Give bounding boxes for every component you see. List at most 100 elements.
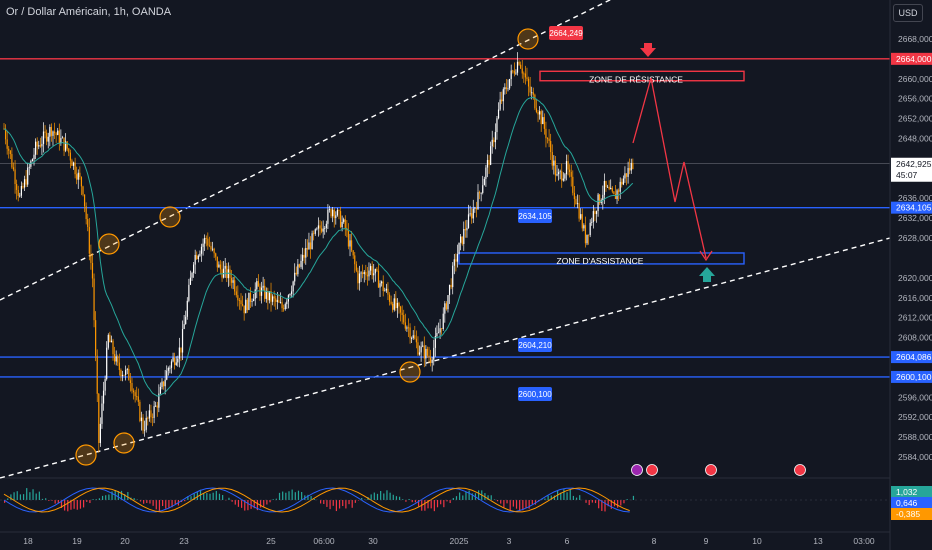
candle-body	[245, 299, 247, 314]
candle-body	[199, 253, 201, 256]
level-tag: 2634,105	[518, 212, 552, 221]
candle-body	[384, 290, 386, 292]
candle-body	[520, 64, 522, 69]
macd-bar	[560, 492, 562, 500]
candle-body	[200, 246, 203, 254]
macd-bar	[26, 488, 28, 500]
macd-bar	[241, 500, 243, 508]
candle-body	[147, 417, 149, 419]
candle-body	[478, 192, 481, 194]
macd-bar	[361, 497, 363, 500]
candle-body	[50, 126, 52, 136]
candle-body	[464, 229, 466, 231]
candle-body	[306, 247, 308, 250]
macd-bar	[4, 500, 6, 503]
candle-body	[76, 174, 78, 180]
macd-bar	[332, 500, 334, 506]
candle-body	[355, 264, 357, 271]
candle-body	[46, 132, 48, 142]
candle-body	[197, 255, 199, 260]
candle-body	[343, 219, 345, 222]
up-arrow-icon	[699, 267, 715, 282]
candle-body	[172, 357, 174, 362]
candle-body	[22, 185, 24, 188]
price-tick-label: 2636,000	[898, 193, 932, 203]
price-tick-label: 2628,000	[898, 233, 932, 243]
macd-bar	[522, 500, 524, 511]
candle-body	[91, 262, 94, 279]
candle-body	[564, 174, 566, 179]
candle-body	[433, 347, 435, 360]
macd-bar	[405, 500, 407, 502]
swing-point-marker	[75, 444, 97, 466]
candle-body	[610, 187, 612, 190]
candle-body	[58, 130, 60, 144]
candle-body	[591, 221, 593, 223]
candle-body	[494, 132, 496, 143]
candle-body	[554, 160, 557, 176]
candle-body	[131, 382, 133, 391]
candle-body	[586, 234, 588, 244]
candle-body	[523, 73, 525, 75]
level-tag-bg	[518, 209, 552, 223]
candle-body	[267, 290, 269, 301]
candle-body	[193, 264, 195, 273]
candle-body	[155, 405, 157, 407]
candle-body	[88, 227, 90, 254]
candle-body	[441, 328, 443, 330]
macd-bar	[446, 500, 448, 502]
candle-body	[66, 141, 68, 149]
candle-body	[227, 269, 229, 279]
candle-body	[253, 298, 255, 301]
candle-body	[542, 117, 544, 125]
time-tick-label: 2025	[450, 536, 469, 546]
candle-body	[237, 295, 239, 301]
macd-bar	[373, 492, 375, 500]
candle-body	[466, 227, 468, 231]
candle-body	[423, 345, 425, 359]
macd-bar	[124, 494, 126, 500]
time-tick-label: 13	[813, 536, 823, 546]
macd-bar	[449, 500, 451, 504]
candle-body	[137, 396, 139, 402]
event-icon	[631, 464, 643, 476]
macd-bar	[253, 500, 255, 509]
candle-body	[177, 358, 179, 363]
candle-body	[501, 99, 503, 102]
macd-bar	[288, 491, 290, 500]
currency-button[interactable]: USD	[893, 4, 923, 22]
candle-body	[230, 277, 233, 283]
candle-body	[336, 210, 338, 216]
candle-body	[510, 70, 512, 80]
candle-body	[632, 162, 634, 170]
candle-body	[532, 92, 534, 95]
candle-body	[196, 254, 198, 260]
macd-bar	[503, 500, 505, 508]
candle-body	[11, 154, 13, 168]
candle-body	[409, 327, 411, 339]
candle-body	[208, 245, 210, 247]
macd-bar	[468, 490, 470, 500]
candle-body	[128, 368, 130, 381]
macd-histogram-group	[4, 488, 635, 512]
candle-body	[6, 139, 8, 149]
candle-body	[357, 270, 359, 284]
candle-body	[456, 254, 459, 262]
candle-body	[458, 242, 460, 255]
candle-body	[354, 255, 356, 265]
macd-bar	[60, 500, 63, 508]
candle-body	[338, 210, 340, 212]
macd-bar	[79, 500, 82, 509]
candle-body	[444, 303, 446, 314]
candle-body	[211, 248, 214, 250]
candle-body	[279, 302, 282, 303]
macd-bar	[89, 500, 91, 504]
candle-body	[513, 70, 515, 74]
macd-bar	[250, 500, 252, 509]
candle-body	[377, 270, 380, 288]
candle-body	[99, 423, 101, 444]
macd-badge-label: -0,385	[896, 509, 920, 519]
candle-body	[491, 139, 493, 147]
candle-body	[518, 61, 520, 65]
